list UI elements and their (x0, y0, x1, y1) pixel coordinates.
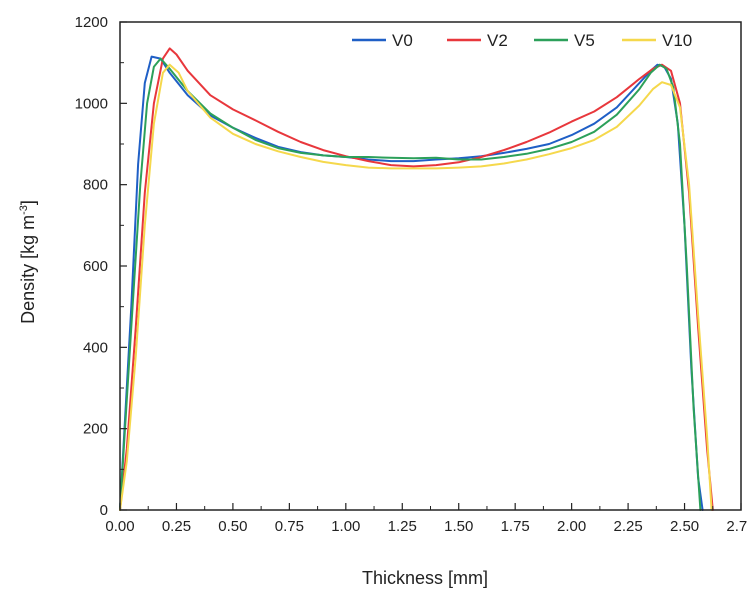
series-line-v2 (119, 47, 714, 511)
series-line-v10 (119, 63, 713, 511)
y-tick-label: 800 (83, 177, 108, 194)
series-line-v0 (119, 55, 704, 511)
y-tick-label: 1200 (75, 14, 108, 31)
x-tick-label: 0.00 (105, 518, 134, 535)
x-tick-label: 0.75 (275, 518, 304, 535)
series-line-v5 (119, 57, 702, 511)
legend-label-v10: V10 (662, 31, 692, 50)
y-axis-title-main: Density [kg m (18, 215, 38, 324)
x-tick-label: 2.25 (613, 518, 642, 535)
y-tick-label: 0 (100, 502, 108, 519)
series-layer (119, 47, 714, 511)
legend: V0 V2 V5 V10 (352, 31, 692, 50)
y-tick-label: 600 (83, 258, 108, 275)
y-axis-title: Density [kg m-3] (18, 200, 38, 324)
x-tick-label: 2.50 (670, 518, 699, 535)
y-tick-label: 200 (83, 421, 108, 438)
x-tick-label: 2.75 (726, 518, 747, 535)
x-tick-label: 1.75 (501, 518, 530, 535)
y-axis-title-superscript: -3 (18, 205, 30, 215)
y-tick-label: 400 (83, 339, 108, 356)
x-tick-label: 1.00 (331, 518, 360, 535)
x-axis-title: Thickness [mm] (362, 568, 488, 588)
x-tick-label: 2.00 (557, 518, 586, 535)
x-tick-label: 1.50 (444, 518, 473, 535)
legend-label-v5: V5 (574, 31, 595, 50)
legend-label-v2: V2 (487, 31, 508, 50)
x-tick-label: 0.25 (162, 518, 191, 535)
x-tick-label: 1.25 (388, 518, 417, 535)
tick-layer: 0.00 0.25 0.50 0.75 1.00 1.25 1.50 1.75 2.00 2.25… (75, 14, 747, 535)
y-tick-label: 1000 (75, 95, 108, 112)
y-axis-title-end: ] (18, 200, 38, 205)
legend-label-v0: V0 (392, 31, 413, 50)
x-tick-label: 0.50 (218, 518, 247, 535)
